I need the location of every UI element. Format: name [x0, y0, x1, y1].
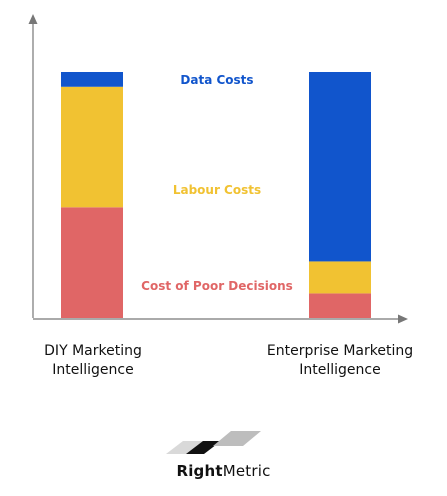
bar-diy-marketing-intelligence-data-costs: [61, 72, 123, 87]
bar-diy-marketing-intelligence-cost-of-poor-decisions: [61, 207, 123, 318]
x-axis-arrow: [398, 314, 408, 324]
category-label-enterprise-marketing-intelligence-line-1: Enterprise Marketing: [267, 343, 413, 359]
category-labels-group: DIY Marketing Intelligence Enterprise Mark…: [44, 343, 413, 378]
rightmetric-logo: RightMetric: [0, 426, 447, 486]
bar-enterprise-marketing-intelligence-cost-of-poor-decisions: [309, 293, 371, 318]
logo-text-bold: Right: [176, 462, 223, 480]
category-label-diy-marketing-intelligence-line-1: DIY Marketing: [44, 343, 142, 359]
logo-wordmark: RightMetric: [0, 462, 447, 480]
series-label-data-costs: Data Costs: [180, 73, 253, 87]
series-labels-group: Cost of Poor Decisions Labour Costs Data C…: [141, 73, 293, 293]
logo-mark-icon: [166, 431, 261, 454]
category-label-diy-marketing-intelligence-line-2: Intelligence: [52, 362, 133, 378]
bars-group: [61, 72, 371, 318]
bar-enterprise-marketing-intelligence-labour-costs: [309, 261, 371, 294]
stacked-bar-chart: Cost of Poor Decisions Labour Costs Data C…: [28, 14, 413, 378]
bar-diy-marketing-intelligence-labour-costs: [61, 86, 123, 208]
category-label-enterprise-marketing-intelligence-line-2: Intelligence: [299, 362, 380, 378]
series-label-labour-costs: Labour Costs: [173, 183, 261, 197]
logo-text-regular: Metric: [222, 462, 271, 480]
axes-group: [28, 14, 408, 324]
series-label-cost-of-poor-decisions: Cost of Poor Decisions: [141, 279, 293, 293]
y-axis-arrow: [28, 14, 38, 24]
bar-enterprise-marketing-intelligence-data-costs: [309, 72, 371, 262]
